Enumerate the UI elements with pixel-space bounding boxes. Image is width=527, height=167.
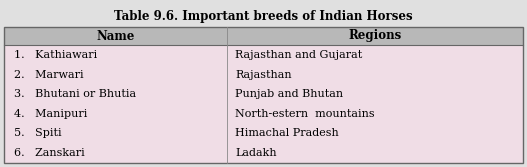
Text: 6.   Zanskari: 6. Zanskari [14,148,85,158]
Bar [4,45,523,65]
Text: Table 9.6. Important breeds of Indian Horses: Table 9.6. Important breeds of Indian Ho… [114,10,413,23]
Text: 3.   Bhutani or Bhutia: 3. Bhutani or Bhutia [14,89,136,99]
Text: 2.   Marwari: 2. Marwari [14,69,84,79]
Text: Ladakh: Ladakh [235,148,277,158]
Text: Regions: Regions [348,30,402,42]
Text: 1.   Kathiawari: 1. Kathiawari [14,50,97,60]
Text: 5.   Spiti: 5. Spiti [14,128,62,138]
Text: Rajasthan and Gujarat: Rajasthan and Gujarat [235,50,363,60]
Bar [4,104,523,124]
Bar [4,84,523,104]
Text: Punjab and Bhutan: Punjab and Bhutan [235,89,343,99]
Text: Rajasthan: Rajasthan [235,69,292,79]
Bar [4,65,523,84]
Bar [4,27,523,45]
Text: 4.   Manipuri: 4. Manipuri [14,109,87,119]
Text: Himachal Pradesh: Himachal Pradesh [235,128,339,138]
Text: Name: Name [96,30,135,42]
Bar [4,124,523,143]
Bar [4,27,523,163]
Bar [4,143,523,163]
Text: North-estern  mountains: North-estern mountains [235,109,375,119]
